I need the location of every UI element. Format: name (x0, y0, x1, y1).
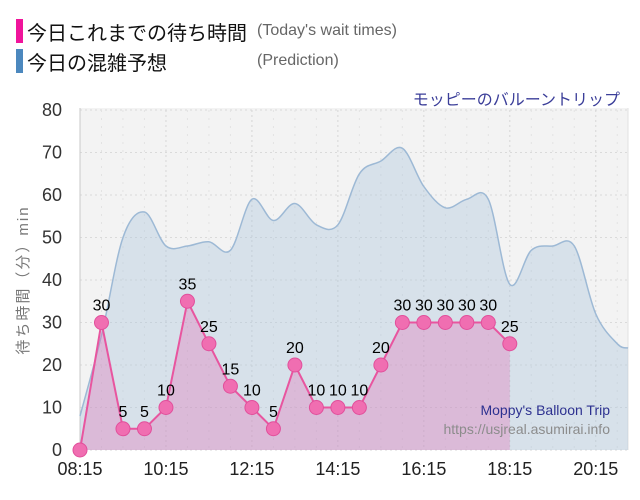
x-tick-labels: 08:15 10:15 12:15 14:15 16:15 18:15 20:15 (57, 459, 618, 479)
data-point-label: 30 (436, 298, 454, 315)
x-gridlines (100, 110, 618, 450)
data-point (502, 336, 518, 352)
y-tick-label: 70 (42, 143, 62, 163)
data-point-label: 35 (179, 276, 197, 293)
legend-item-prediction: 今日の混雑予想 (Prediction) (16, 46, 456, 76)
y-tick-label: 10 (42, 398, 62, 418)
x-tick-label: 08:15 (57, 459, 102, 479)
data-point (351, 400, 367, 415)
data-point (244, 400, 260, 415)
data-point-label: 30 (458, 298, 476, 315)
prediction-line (79, 146, 629, 417)
data-point-label: 15 (222, 361, 240, 378)
y-tick-label: 20 (42, 355, 62, 375)
y-tick-label: 0 (52, 440, 62, 460)
data-point (459, 315, 475, 330)
data-point-label: 30 (479, 298, 497, 315)
data-point-label: 20 (286, 340, 304, 357)
x-tick-label: 10:15 (143, 459, 188, 479)
data-point-label: 10 (329, 383, 347, 400)
today-points (72, 293, 518, 458)
data-point (115, 421, 131, 437)
data-point (72, 442, 88, 458)
legend-swatch-prediction (16, 49, 23, 73)
data-point (416, 315, 432, 330)
data-point (136, 421, 152, 437)
legend: 今日これまでの待ち時間 (Today's wait times) 今日の混雑予想… (16, 16, 456, 76)
y-axis-title: 待ち時間（分）min (15, 205, 32, 354)
data-point-label: 30 (393, 298, 411, 315)
legend-label-prediction: 今日の混雑予想 (27, 52, 167, 75)
y-tick-label: 30 (42, 313, 62, 333)
data-point-label: 5 (140, 404, 149, 421)
data-point-label: 5 (269, 404, 278, 421)
chart-title: モッピーのバルーントリップ (412, 92, 620, 109)
data-point-label: 30 (93, 298, 111, 315)
data-point (201, 336, 217, 352)
today-area (80, 301, 510, 450)
data-point (437, 315, 453, 330)
data-point (394, 315, 410, 330)
y-tick-labels: 0 10 20 30 40 50 60 70 80 (42, 100, 62, 460)
legend-label-today: 今日これまでの待ち時間 (27, 22, 247, 45)
x-tick-label: 20:15 (573, 459, 618, 479)
data-point (222, 378, 238, 394)
data-point-label: 10 (350, 383, 368, 400)
data-point-label: 10 (157, 383, 175, 400)
data-point (158, 400, 174, 415)
data-point (373, 357, 389, 373)
data-point-label: 10 (307, 383, 325, 400)
legend-swatch-today (16, 19, 23, 43)
data-point-label: 20 (372, 340, 390, 357)
data-point-label: 5 (119, 404, 128, 421)
legend-sublabel-prediction: (Prediction) (257, 52, 339, 69)
data-point (93, 315, 109, 330)
watermark-url: https://usjreal.asumirai.info (443, 421, 610, 437)
data-point (265, 421, 281, 437)
data-point (480, 315, 496, 330)
data-point (330, 400, 346, 415)
legend-item-today: 今日これまでの待ち時間 (Today's wait times) (16, 16, 456, 46)
y-tick-label: 60 (42, 185, 62, 205)
x-tick-label: 18:15 (487, 459, 532, 479)
y-tick-label: 50 (42, 228, 62, 248)
data-point-label: 25 (501, 319, 519, 336)
data-point-label: 30 (415, 298, 433, 315)
prediction-area (80, 147, 628, 450)
x-tick-label: 14:15 (315, 459, 360, 479)
data-point-label: 10 (243, 383, 261, 400)
data-point (308, 400, 324, 415)
data-point (287, 357, 303, 373)
data-point-label: 25 (200, 319, 218, 336)
x-tick-label: 16:15 (401, 459, 446, 479)
plot-background (80, 108, 628, 450)
data-point (179, 293, 195, 309)
watermark-site-name: Moppy's Balloon Trip (480, 402, 610, 418)
x-tick-label: 12:15 (229, 459, 274, 479)
y-tick-label: 40 (42, 270, 62, 290)
y-tick-label: 80 (42, 100, 62, 120)
legend-sublabel-today: (Today's wait times) (257, 22, 397, 39)
